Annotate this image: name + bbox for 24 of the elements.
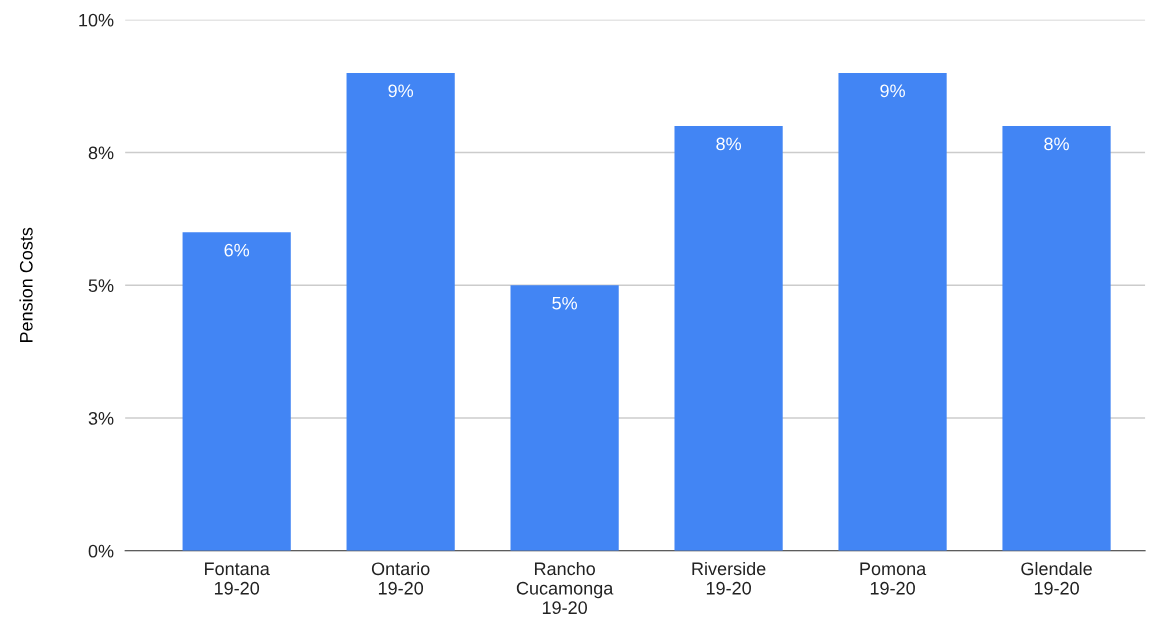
data-label: 9% — [388, 84, 414, 98]
data-label: 5% — [552, 296, 578, 310]
x-tick-label: Rancho Cucamonga 19-20 — [516, 561, 614, 615]
data-label: 8% — [1044, 137, 1069, 151]
bar — [182, 232, 291, 551]
bar — [838, 72, 947, 551]
x-tick-label: Riverside 19-20 — [692, 561, 766, 595]
y-tick-label: 8% — [88, 146, 114, 160]
bar — [346, 72, 455, 551]
x-tick-label: Fontana 19-20 — [205, 562, 270, 595]
bar — [674, 126, 783, 551]
bar — [510, 285, 619, 551]
x-tick-label: Ontario 19-20 — [371, 561, 430, 595]
y-tick-label: 5% — [88, 279, 114, 293]
y-axis-title: Pension Costs — [19, 227, 33, 343]
data-label: 9% — [880, 84, 905, 98]
y-tick-label: 10% — [79, 13, 114, 27]
data-label: 8% — [716, 137, 741, 151]
bar — [1002, 126, 1111, 551]
y-tick-label: 0% — [88, 544, 114, 558]
x-tick-label: Pomona 19-20 — [860, 562, 927, 595]
y-tick-label: 3% — [88, 412, 114, 425]
x-tick-label: Glendale 19-20 — [1021, 561, 1092, 595]
data-label: 6% — [224, 243, 250, 257]
